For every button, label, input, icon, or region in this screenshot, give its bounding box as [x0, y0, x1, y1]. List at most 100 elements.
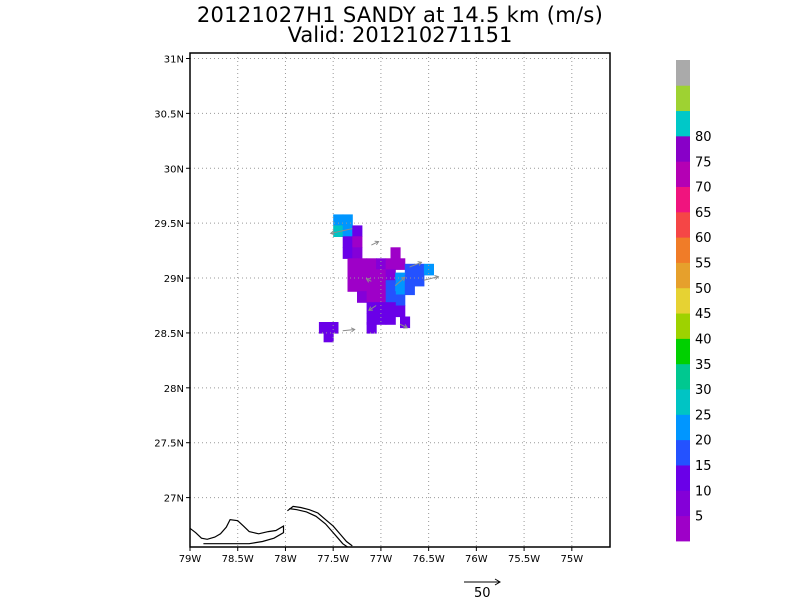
colorbar-segment — [676, 161, 690, 187]
y-tick-label: 31N — [164, 54, 184, 65]
wind-vector — [368, 305, 377, 311]
wind-cell — [385, 313, 396, 325]
latitude-axis: 27N 27.5N 28N 28.5N 29N 29.5N 30N 30.5N 31N — [154, 54, 190, 505]
x-tick-label: 77W — [370, 554, 393, 565]
colorbar-segment — [676, 490, 690, 517]
colorbar-segment — [676, 85, 690, 112]
colorbar-segment — [676, 60, 690, 86]
wind-vector — [394, 276, 406, 287]
x-tick-label: 79W — [179, 554, 202, 565]
colorbar-segment — [676, 389, 690, 415]
wind-cell — [347, 280, 358, 292]
x-tick-label: 77.5W — [317, 554, 349, 565]
colorbar-segment — [676, 237, 690, 263]
coastline-segment — [190, 518, 285, 545]
wind-vector-head — [368, 306, 373, 311]
colorbar-label: 45 — [695, 307, 712, 322]
map-title: 20121027H1 SANDY at 14.5 km (m/s) — [196, 3, 604, 27]
colorbar-label: 80 — [695, 130, 712, 145]
coastline-segment — [287, 505, 353, 547]
wind-cell — [376, 258, 387, 270]
wind-cell — [347, 258, 358, 270]
colorbar-label: 20 — [695, 434, 712, 449]
colorbar-label: 70 — [695, 181, 712, 196]
y-tick-label: 28N — [164, 384, 184, 395]
y-tick-label: 27N — [164, 494, 184, 505]
wind-cell — [390, 247, 401, 259]
colorbar-segment — [676, 338, 690, 365]
colorbar-label: 30 — [695, 383, 712, 398]
wind-cell — [385, 291, 396, 303]
x-tick-label: 76.5W — [413, 554, 445, 565]
colorbar-segment — [676, 465, 690, 491]
colorbar-label: 25 — [695, 408, 712, 423]
y-tick-label: 27.5N — [154, 439, 184, 450]
wind-vector — [423, 276, 439, 281]
valid-time: Valid: 201210271151 — [287, 23, 513, 47]
wind-vector-head — [365, 278, 371, 283]
colorbar-segment — [676, 515, 690, 542]
wind-cell — [400, 316, 411, 329]
colorbar-segment — [676, 363, 690, 390]
reference-vector-label: 50 — [474, 586, 491, 600]
wind-vector — [399, 323, 408, 329]
colorbar-label: 15 — [695, 459, 712, 474]
y-tick-label: 28.5N — [154, 329, 184, 340]
wind-cell — [395, 272, 406, 285]
wind-cell — [395, 305, 406, 318]
wind-cell — [357, 291, 368, 303]
wind-cell — [414, 263, 425, 276]
y-tick-label: 29N — [164, 274, 184, 285]
colorbar-label: 5 — [695, 510, 703, 525]
colorbar-label: 55 — [695, 257, 712, 272]
wind-cell — [366, 322, 377, 334]
wind-cell — [323, 330, 334, 343]
wind-cell — [366, 269, 377, 281]
colorbar-label: 65 — [695, 206, 712, 221]
colorbar-label: 60 — [695, 231, 712, 246]
color-scale-bar: 5 10 15 20 25 30 35 40 45 50 55 60 65 70 75 80 — [676, 60, 712, 542]
wind-cell — [366, 313, 377, 325]
wind-cell — [342, 214, 353, 226]
colorbar-label: 75 — [695, 155, 712, 170]
wind-vector — [371, 241, 379, 246]
wind-vector — [330, 228, 353, 234]
wind-cell — [385, 258, 396, 270]
wind-vector-head — [329, 230, 335, 236]
wind-cell — [404, 263, 415, 276]
wind-cell — [385, 269, 396, 281]
wind-vector-head — [434, 275, 440, 280]
x-tick-label: 78.5W — [222, 554, 254, 565]
wind-cell — [333, 214, 344, 226]
colorbar-segment — [676, 135, 690, 162]
x-tick-label: 78W — [274, 554, 297, 565]
reference-vector-head — [494, 578, 501, 586]
wind-cell — [366, 258, 377, 270]
wind-cell — [385, 302, 396, 314]
wind-cell — [366, 291, 377, 303]
wind-cell — [352, 236, 363, 248]
x-tick-label: 75W — [561, 554, 584, 565]
reference-vector: 50 — [464, 578, 501, 600]
wind-cell — [352, 247, 363, 259]
wind-cell — [318, 322, 329, 334]
plot-frame — [189, 52, 611, 548]
colorbar-segment — [676, 287, 690, 314]
y-tick-label: 30N — [164, 164, 184, 175]
wind-cell — [357, 258, 368, 270]
colorbar-label: 10 — [695, 484, 712, 499]
wind-vector — [409, 261, 422, 268]
coastline-segment — [289, 508, 348, 547]
colorbar-segment — [676, 186, 690, 213]
colorbar-segment — [676, 211, 690, 238]
colorbar-label: 40 — [695, 333, 712, 348]
wind-cell — [414, 274, 425, 287]
wind-cell — [376, 269, 387, 281]
colorbar-label: 50 — [695, 282, 712, 297]
y-tick-label: 29.5N — [154, 219, 184, 230]
wind-cell — [352, 225, 363, 237]
colorbar-segment — [676, 414, 690, 441]
wind-cell — [328, 322, 339, 334]
longitude-axis: 79W 78.5W 78W 77.5W 77W 76.5W 76W 75.5W 75W — [179, 547, 584, 565]
